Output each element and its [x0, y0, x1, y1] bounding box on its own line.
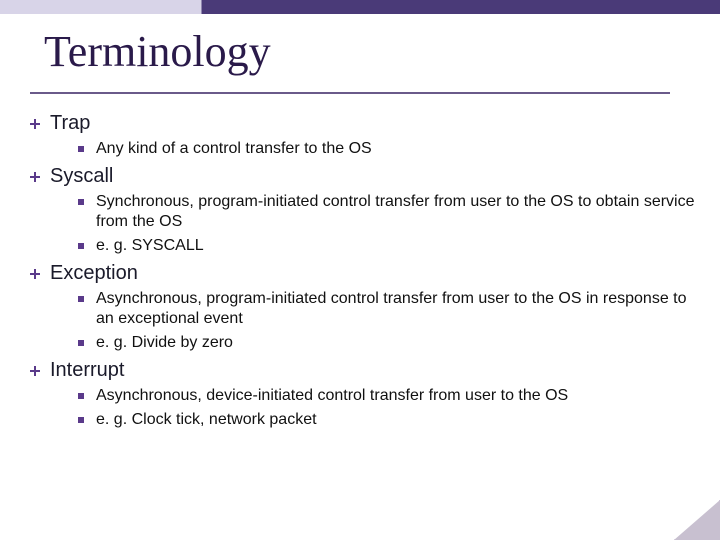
- term-label: Syscall: [50, 165, 113, 188]
- list-item: e. g. Clock tick, network packet: [78, 410, 700, 430]
- list-item-text: e. g. SYSCALL: [96, 236, 204, 256]
- list-item: Any kind of a control transfer to the OS: [78, 139, 700, 159]
- term-label: Exception: [50, 262, 138, 285]
- page-corner-fold-icon: [674, 500, 720, 540]
- title-underline: [30, 92, 670, 94]
- term-label: Interrupt: [50, 359, 124, 382]
- list-item: Synchronous, program-initiated control t…: [78, 192, 700, 232]
- square-icon: [78, 146, 84, 152]
- list-item: Asynchronous, device-initiated control t…: [78, 386, 700, 406]
- list-item-text: Asynchronous, device-initiated control t…: [96, 386, 568, 406]
- list-item-text: Asynchronous, program-initiated control …: [96, 289, 700, 329]
- list-item-text: Synchronous, program-initiated control t…: [96, 192, 700, 232]
- plus-icon: [30, 119, 40, 129]
- term-syscall: Syscall: [30, 165, 700, 188]
- term-exception: Exception: [30, 262, 700, 285]
- square-icon: [78, 340, 84, 346]
- plus-icon: [30, 366, 40, 376]
- slide-content: Trap Any kind of a control transfer to t…: [30, 106, 700, 432]
- plus-icon: [30, 172, 40, 182]
- square-icon: [78, 296, 84, 302]
- term-label: Trap: [50, 112, 90, 135]
- list-item: Asynchronous, program-initiated control …: [78, 289, 700, 329]
- plus-icon: [30, 269, 40, 279]
- term-interrupt: Interrupt: [30, 359, 700, 382]
- square-icon: [78, 393, 84, 399]
- list-item: e. g. Divide by zero: [78, 333, 700, 353]
- list-item-text: e. g. Divide by zero: [96, 333, 233, 353]
- list-item-text: Any kind of a control transfer to the OS: [96, 139, 372, 159]
- list-item: e. g. SYSCALL: [78, 236, 700, 256]
- square-icon: [78, 199, 84, 205]
- list-item-text: e. g. Clock tick, network packet: [96, 410, 317, 430]
- slide-top-bar: [0, 0, 720, 14]
- term-trap: Trap: [30, 112, 700, 135]
- slide-title: Terminology: [44, 26, 271, 77]
- square-icon: [78, 243, 84, 249]
- square-icon: [78, 417, 84, 423]
